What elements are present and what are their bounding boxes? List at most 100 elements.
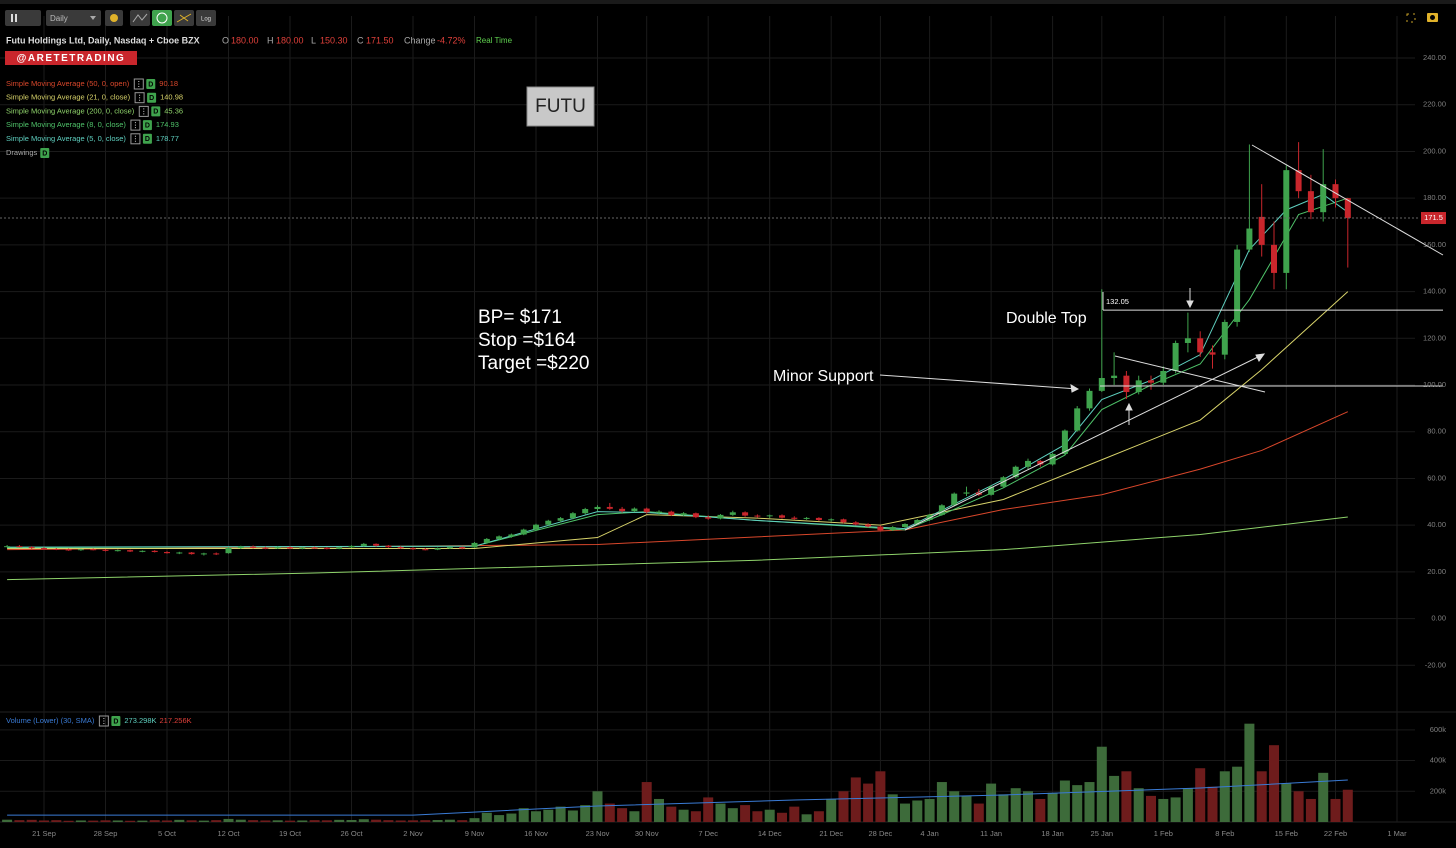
candle-body (1049, 453, 1056, 465)
volume-bar (690, 811, 701, 822)
fullscreen-button[interactable] (1406, 13, 1416, 23)
candle-body (1246, 228, 1253, 250)
sma-line (7, 291, 1349, 550)
volume-bar (1219, 771, 1230, 822)
options-icon[interactable] (134, 92, 145, 104)
volume-sma-line (7, 779, 1348, 816)
y-tick-label: 140.00 (1423, 287, 1446, 296)
volume-bar (924, 798, 935, 822)
candle-body (1111, 375, 1118, 379)
candle-body (938, 505, 945, 515)
volume-bar (973, 803, 984, 822)
icon (15, 14, 17, 22)
candle-body (779, 515, 785, 518)
y-tick-label: 100.00 (1423, 380, 1446, 389)
volume-bar (494, 815, 505, 822)
interval-label: Daily (50, 14, 68, 23)
x-tick-label: 21 Dec (819, 829, 843, 838)
candle-body (729, 512, 736, 515)
badge[interactable] (142, 133, 152, 144)
x-tick-label: 28 Dec (869, 829, 893, 838)
volume-bar (1293, 791, 1304, 822)
watermark-box (5, 51, 137, 65)
volume-bar (1170, 797, 1181, 822)
last-price-label: 171.5 (1424, 213, 1443, 222)
volume-bar (112, 820, 123, 822)
volume-bar (235, 819, 246, 822)
candle-body (852, 522, 859, 525)
candle-body (1197, 338, 1204, 353)
symbol-label: FUTU (535, 96, 586, 117)
candle-body (569, 513, 576, 519)
candle-body (446, 547, 453, 549)
x-tick-label: 9 Nov (465, 829, 485, 838)
candle-body (951, 493, 958, 506)
volume-bar (174, 819, 185, 822)
log-button[interactable] (196, 10, 216, 26)
badge[interactable] (111, 716, 121, 726)
readout-key: H (267, 35, 274, 45)
options-icon[interactable] (130, 133, 141, 145)
volume-bar (1330, 798, 1341, 822)
options-icon[interactable] (138, 105, 149, 117)
interval-select[interactable] (46, 10, 101, 26)
candle-body (102, 549, 109, 551)
candle-body (680, 513, 687, 516)
candle-body (16, 546, 23, 548)
volume-bar (1182, 788, 1193, 822)
volume-bar (383, 820, 394, 822)
realtime-button[interactable] (152, 10, 172, 26)
badge-label: D (148, 81, 153, 88)
volume-bar (567, 810, 578, 822)
badge[interactable] (147, 92, 157, 103)
arrowhead (1070, 384, 1080, 393)
chart-style-button[interactable] (5, 10, 41, 26)
x-tick-label: 26 Oct (340, 829, 363, 838)
volume-bar (555, 806, 566, 822)
arrowhead (1125, 402, 1133, 411)
volume-bar (309, 820, 320, 822)
watermark: @ARETETRADING (17, 53, 126, 64)
candle-body (1283, 170, 1290, 273)
candle-body (717, 514, 724, 519)
candle-body (164, 552, 170, 554)
camera-lens (1430, 15, 1435, 20)
options-icon[interactable] (130, 119, 141, 131)
badge[interactable] (142, 120, 152, 131)
x-tick-label: 23 Nov (586, 829, 610, 838)
volume-bar (789, 806, 800, 822)
x-tick-label: 18 Jan (1041, 829, 1064, 838)
candle-body (90, 549, 97, 551)
sma-line (7, 516, 1348, 581)
volume-bar (1146, 795, 1156, 822)
candle-body (250, 546, 257, 548)
candle-body (988, 486, 995, 495)
volume-bar (912, 800, 923, 822)
badge[interactable] (151, 106, 161, 117)
x-tick-label: 8 Feb (1215, 829, 1234, 838)
volume-bar (457, 820, 468, 822)
candle-body (533, 524, 539, 530)
volume-tick-label: 400k (1430, 756, 1447, 765)
plan-text: Stop =$164 (478, 330, 576, 351)
candle-body (434, 548, 441, 550)
options-icon[interactable] (98, 715, 109, 727)
options-icon[interactable] (133, 78, 144, 90)
x-tick-label: 5 Oct (158, 829, 177, 838)
readout-key: L (311, 35, 316, 45)
volume-bar (272, 820, 283, 822)
badge[interactable] (146, 79, 156, 89)
volume-bar (764, 809, 775, 822)
volume-bar (1109, 775, 1120, 822)
y-tick-label: -20.00 (1425, 660, 1446, 669)
volume-bar (666, 806, 677, 822)
badge-label: D (153, 109, 158, 116)
volume-bar (1158, 798, 1169, 822)
candle-body (508, 534, 515, 537)
volume-bar (506, 813, 517, 822)
down-trend-line (1251, 144, 1444, 256)
badge[interactable] (40, 148, 50, 158)
volume-bar (125, 820, 136, 822)
volume-bar (727, 808, 738, 822)
volume-bar (358, 819, 369, 822)
